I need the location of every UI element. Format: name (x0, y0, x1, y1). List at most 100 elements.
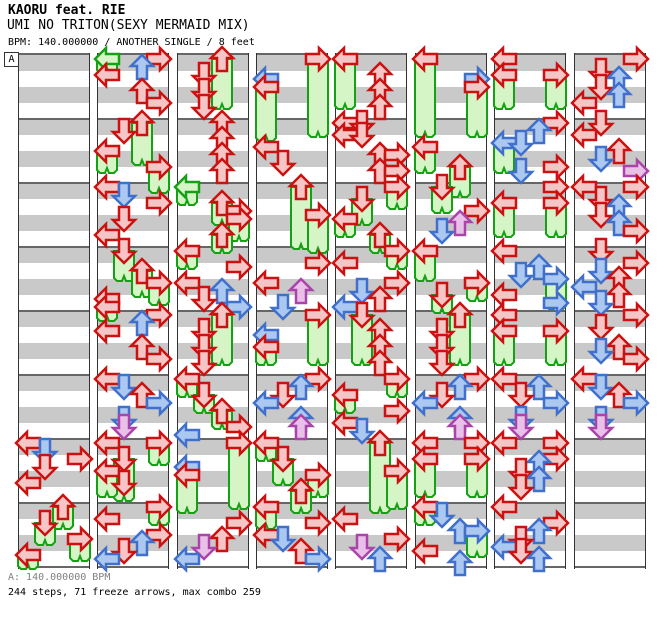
right-arrow-icon (225, 508, 253, 538)
freeze-left-arrow-icon (411, 236, 439, 266)
left-arrow-icon (173, 420, 201, 450)
freeze-up-arrow-icon (365, 221, 395, 249)
freeze-tail (414, 458, 436, 498)
freeze-tail (176, 474, 198, 514)
measure-line (416, 53, 486, 55)
freeze-left-arrow-icon (411, 44, 439, 74)
freeze-right-arrow-icon (383, 364, 411, 394)
note-layer (252, 44, 332, 574)
left-arrow-icon (411, 536, 439, 566)
freeze-right-arrow-icon (304, 44, 332, 74)
freeze-right-arrow-icon (145, 428, 173, 458)
freeze-right-arrow-icon (225, 428, 253, 458)
measure-line (575, 374, 645, 376)
up-arrow-icon (524, 545, 554, 573)
left-arrow-icon (14, 468, 42, 498)
measure-line (19, 118, 89, 120)
freeze-up-arrow-icon (286, 173, 316, 201)
freeze-up-arrow-icon (127, 109, 157, 137)
note-layer (411, 44, 491, 577)
right-arrow-icon (622, 44, 650, 74)
measure-line (575, 246, 645, 248)
left-arrow-icon (490, 492, 518, 522)
measure-line (178, 438, 248, 440)
down-arrow-icon (109, 205, 139, 233)
down-arrow-icon (109, 469, 139, 497)
chart-column-3 (173, 45, 253, 574)
chart-column-4 (252, 44, 332, 574)
down-arrow-icon (347, 121, 377, 149)
note-layer (93, 44, 173, 574)
measure-line (257, 374, 327, 376)
down-arrow-icon (189, 349, 219, 377)
down-arrow-icon (586, 257, 616, 285)
freeze-tail (351, 314, 373, 366)
freeze-right-arrow-icon (542, 264, 570, 294)
right-arrow-icon (383, 268, 411, 298)
measure-line (416, 374, 486, 376)
measure-line (416, 438, 486, 440)
up-arrow-icon (127, 333, 157, 361)
measure-line (575, 53, 645, 55)
left-arrow-icon (14, 428, 42, 458)
left-arrow-icon (173, 544, 201, 574)
measure-line (575, 566, 645, 568)
down-arrow-icon (347, 533, 377, 561)
down-arrow-icon (506, 413, 536, 441)
freeze-down-arrow-icon (347, 185, 377, 213)
down-arrow-icon (506, 261, 536, 289)
down-arrow-icon (586, 145, 616, 173)
freeze-up-arrow-icon (207, 221, 237, 249)
left-arrow-icon (173, 268, 201, 298)
freeze-left-arrow-icon (93, 136, 121, 166)
measure-line (495, 182, 565, 184)
chart-column-5 (331, 44, 411, 573)
down-arrow-icon (347, 417, 377, 445)
freeze-left-arrow-icon (173, 236, 201, 266)
freeze-left-arrow-icon (93, 292, 121, 322)
freeze-right-arrow-icon (463, 72, 491, 102)
artist-name: KAORU feat. RIE (8, 3, 126, 18)
up-arrow-icon (524, 517, 554, 545)
measure-line (257, 53, 327, 55)
down-arrow-icon (109, 373, 139, 401)
measure-line (575, 502, 645, 504)
right-arrow-icon (145, 88, 173, 118)
freeze-right-arrow-icon (542, 60, 570, 90)
freeze-left-arrow-icon (331, 380, 359, 410)
right-arrow-icon (622, 216, 650, 246)
measure-line (19, 374, 89, 376)
freeze-right-arrow-icon (225, 204, 253, 234)
freeze-up-arrow-icon (127, 257, 157, 285)
chart-info: BPM: 140.000000 / ANOTHER SINGLE / 8 fee… (8, 37, 255, 48)
measure-line (416, 566, 486, 568)
measure-line (98, 182, 168, 184)
freeze-left-arrow-icon (490, 188, 518, 218)
up-arrow-icon (207, 157, 237, 185)
freeze-up-arrow-icon (286, 477, 316, 505)
right-arrow-icon (145, 344, 173, 374)
measure-line (98, 566, 168, 568)
left-arrow-icon (490, 364, 518, 394)
up-arrow-icon (365, 93, 395, 121)
down-arrow-icon (30, 453, 60, 481)
down-arrow-icon (586, 313, 616, 341)
measure-line (575, 118, 645, 120)
measure-line (495, 502, 565, 504)
down-arrow-icon (586, 201, 616, 229)
right-arrow-icon (463, 196, 491, 226)
down-arrow-icon (506, 381, 536, 409)
right-arrow-icon (622, 344, 650, 374)
freeze-up-arrow-icon (207, 397, 237, 425)
freeze-left-arrow-icon (173, 460, 201, 490)
freeze-tail (255, 86, 277, 142)
down-arrow-icon (347, 277, 377, 305)
freeze-up-arrow-icon (48, 493, 78, 521)
measure-line (495, 53, 565, 55)
measure-line (19, 438, 89, 440)
right-arrow-icon (622, 248, 650, 278)
left-arrow-icon (93, 504, 121, 534)
up-arrow-icon (286, 373, 316, 401)
right-arrow-icon (304, 248, 332, 278)
freeze-left-arrow-icon (173, 172, 201, 202)
